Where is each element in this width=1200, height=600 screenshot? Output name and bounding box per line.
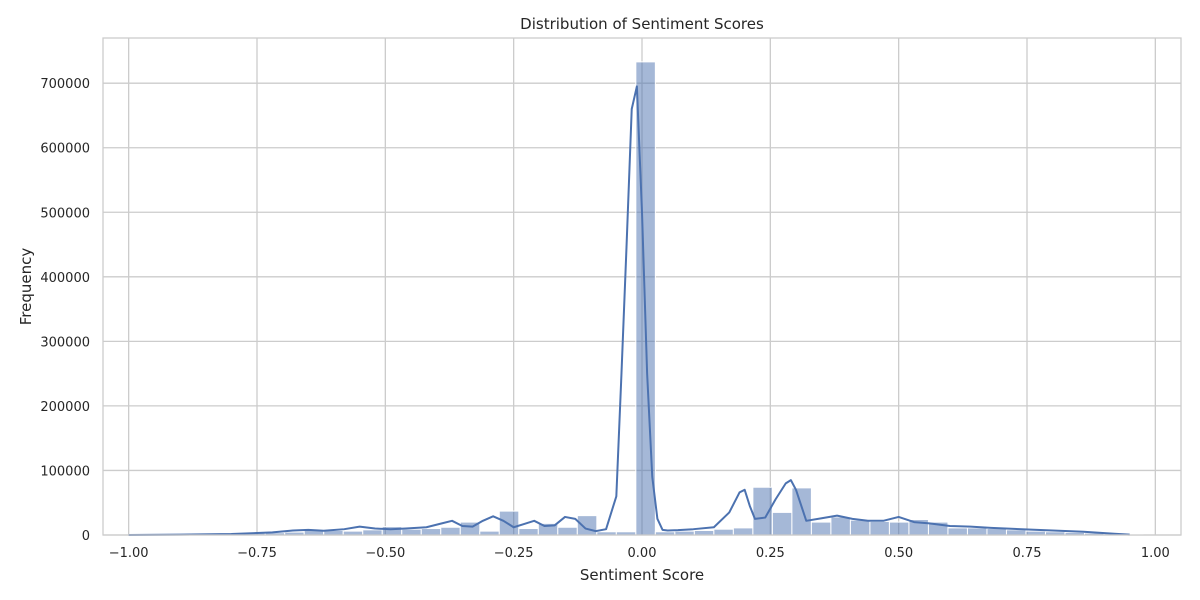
x-tick-label: −0.50 [365,546,405,561]
y-axis-ticks: 0 100000 200000 300000 400000 500000 600000 700… [40,77,90,544]
histogram-bar [888,521,910,536]
x-tick-label: 1.00 [1141,546,1170,561]
histogram-bar [420,528,442,536]
y-tick-label: 600000 [40,142,90,157]
x-axis-ticks: −1.00 −0.75 −0.50 −0.25 0.00 0.25 0.50 0.75 1.00 [109,546,1170,561]
histogram-bar [986,528,1007,536]
histogram-bar [518,528,539,536]
histogram-bar [693,529,715,536]
histogram-bar [947,527,968,536]
histogram-bar [869,520,890,536]
histogram-bar [791,487,812,536]
y-tick-label: 400000 [40,271,90,286]
histogram-bar [557,526,578,536]
x-axis-label: Sentiment Score [580,566,704,584]
plot-frame [102,37,1182,536]
y-tick-label: 200000 [40,400,90,415]
histogram-bar [966,527,988,536]
histogram-bar [1005,529,1027,536]
y-tick-label: 100000 [40,464,90,479]
y-tick-label: 700000 [40,77,90,92]
y-axis-label: Frequency [17,248,35,326]
histogram-bar [771,511,793,536]
kde-curve [128,85,1130,536]
histogram-bar [732,527,754,536]
histogram-bar [830,516,851,536]
histogram-bar [440,526,461,536]
x-tick-label: 0.00 [628,546,657,561]
histogram-bar [576,515,598,536]
histogram-bar [362,529,383,536]
x-tick-label: −0.25 [494,546,534,561]
x-tick-label: 0.25 [756,546,785,561]
y-tick-label: 0 [82,529,90,544]
histogram-bar [713,528,734,536]
chart-title: Distribution of Sentiment Scores [520,15,764,33]
x-tick-label: −0.75 [237,546,277,561]
histogram-bar [498,510,520,536]
y-tick-label: 300000 [40,335,90,350]
x-tick-label: −1.00 [109,546,149,561]
x-tick-label: 0.75 [1013,546,1042,561]
y-tick-label: 500000 [40,206,90,221]
histogram-bar [810,521,832,536]
histogram-bar [849,519,871,536]
histogram-bars [128,61,1144,536]
histogram-bar [401,528,422,536]
x-tick-label: 0.50 [884,546,913,561]
